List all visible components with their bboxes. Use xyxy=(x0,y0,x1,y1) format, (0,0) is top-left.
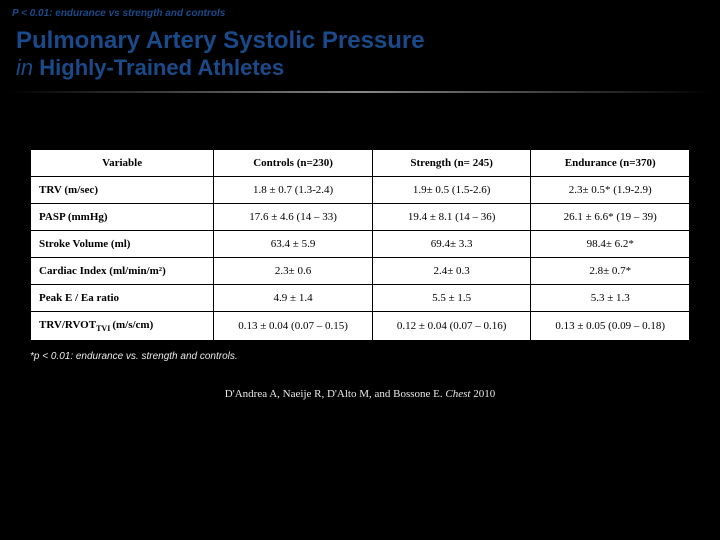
row-label: Peak E / Ea ratio xyxy=(31,285,214,312)
row-label: PASP (mmHg) xyxy=(31,204,214,231)
table-row: TRV (m/sec) 1.8 ± 0.7 (1.3-2.4) 1.9± 0.5… xyxy=(31,177,690,204)
cell: 69.4± 3.3 xyxy=(372,231,531,258)
cell: 0.12 ± 0.04 (0.07 – 0.16) xyxy=(372,312,531,341)
citation: D'Andrea A, Naeije R, D'Alto M, and Boss… xyxy=(0,362,720,400)
citation-authors: D'Andrea A, Naeije R, D'Alto M, and Boss… xyxy=(225,388,446,400)
row-label: TRV/RVOTTVI (m/s/cm) xyxy=(31,312,214,341)
citation-journal: Chest xyxy=(445,388,470,400)
title-prefix: in xyxy=(16,55,39,80)
title-main: Highly-Trained Athletes xyxy=(39,55,284,80)
cell: 0.13 ± 0.05 (0.09 – 0.18) xyxy=(531,312,690,341)
cell: 1.9± 0.5 (1.5-2.6) xyxy=(372,177,531,204)
title-line2: in Highly-Trained Athletes xyxy=(16,55,704,81)
cell: 5.5 ± 1.5 xyxy=(372,285,531,312)
table-row: Stroke Volume (ml) 63.4 ± 5.9 69.4± 3.3 … xyxy=(31,231,690,258)
cell: 19.4 ± 8.1 (14 – 36) xyxy=(372,204,531,231)
table-row: TRV/RVOTTVI (m/s/cm) 0.13 ± 0.04 (0.07 –… xyxy=(31,312,690,341)
table-header-row: Variable Controls (n=230) Strength (n= 2… xyxy=(31,150,690,177)
col-controls: Controls (n=230) xyxy=(214,150,373,177)
row-label-pre: TRV/RVOT xyxy=(39,319,96,331)
row-label-post: (m/s/cm) xyxy=(112,319,153,331)
col-variable: Variable xyxy=(31,150,214,177)
row-label: Stroke Volume (ml) xyxy=(31,231,214,258)
cell: 98.4± 6.2* xyxy=(531,231,690,258)
title-line1: Pulmonary Artery Systolic Pressure xyxy=(16,27,704,55)
row-label: Cardiac Index (ml/min/m²) xyxy=(31,258,214,285)
row-label: TRV (m/sec) xyxy=(31,177,214,204)
cell: 4.9 ± 1.4 xyxy=(214,285,373,312)
cell: 5.3 ± 1.3 xyxy=(531,285,690,312)
col-endurance: Endurance (n=370) xyxy=(531,150,690,177)
table-row: Cardiac Index (ml/min/m²) 2.3± 0.6 2.4± … xyxy=(31,258,690,285)
cell: 2.3± 0.6 xyxy=(214,258,373,285)
cell: 2.4± 0.3 xyxy=(372,258,531,285)
row-label-sub: TVI xyxy=(96,324,112,333)
col-strength: Strength (n= 245) xyxy=(372,150,531,177)
citation-year: 2010 xyxy=(470,388,495,400)
table-row: Peak E / Ea ratio 4.9 ± 1.4 5.5 ± 1.5 5.… xyxy=(31,285,690,312)
cell: 2.3± 0.5* (1.9-2.9) xyxy=(531,177,690,204)
table-wrap: Variable Controls (n=230) Strength (n= 2… xyxy=(0,93,720,341)
cell: 1.8 ± 0.7 (1.3-2.4) xyxy=(214,177,373,204)
cell: 26.1 ± 6.6* (19 – 39) xyxy=(531,204,690,231)
title-block: Pulmonary Artery Systolic Pressure in Hi… xyxy=(0,23,720,91)
table-row: PASP (mmHg) 17.6 ± 4.6 (14 – 33) 19.4 ± … xyxy=(31,204,690,231)
header-small-text: P < 0.01: endurance vs strength and cont… xyxy=(0,0,720,23)
cell: 2.8± 0.7* xyxy=(531,258,690,285)
footnote: *p < 0.01: endurance vs. strength and co… xyxy=(0,341,720,362)
cell: 17.6 ± 4.6 (14 – 33) xyxy=(214,204,373,231)
data-table: Variable Controls (n=230) Strength (n= 2… xyxy=(30,149,690,341)
cell: 0.13 ± 0.04 (0.07 – 0.15) xyxy=(214,312,373,341)
cell: 63.4 ± 5.9 xyxy=(214,231,373,258)
